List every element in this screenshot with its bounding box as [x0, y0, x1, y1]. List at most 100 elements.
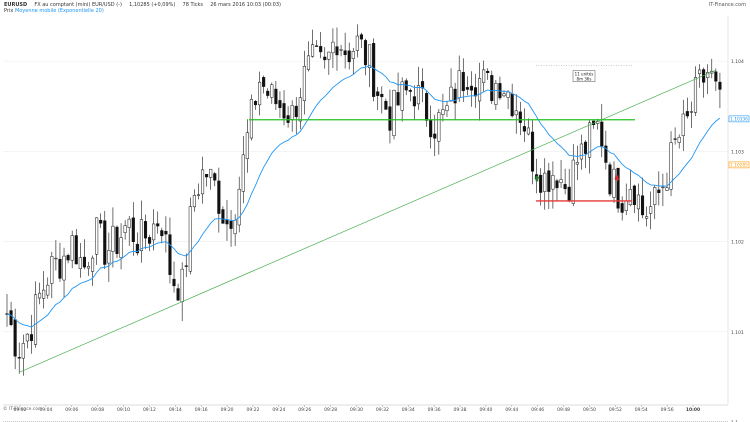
- candle-body: [604, 145, 608, 163]
- candle-body: [563, 184, 567, 190]
- x-tick-label: 09:44: [505, 407, 518, 413]
- indicator-prefix: Prix: [4, 8, 14, 14]
- candle-body: [323, 56, 327, 61]
- candle-body: [143, 221, 148, 239]
- candle-body: [217, 180, 221, 214]
- candle-body: [502, 93, 506, 97]
- candle-body: [70, 235, 74, 261]
- candles-group: [5, 24, 722, 376]
- candle-body: [396, 92, 400, 106]
- candle-body: [624, 200, 628, 211]
- candle-body: [241, 154, 245, 192]
- x-tick-label: 09:56: [661, 407, 674, 413]
- tooltip-text: 8m 36s: [577, 77, 592, 82]
- candle-body: [339, 49, 343, 51]
- candle-body: [673, 138, 677, 140]
- candle-body: [706, 72, 710, 78]
- candle-body: [539, 174, 543, 193]
- candle-body: [376, 91, 380, 96]
- x-tick-label: 09:12: [143, 407, 156, 413]
- candle-body: [400, 81, 404, 111]
- candle-body: [441, 109, 445, 115]
- candle-body: [681, 113, 685, 136]
- indicator-name[interactable]: Moyenne mobile (Exponentielle 20): [14, 8, 104, 14]
- x-tick-label: 09:26: [298, 407, 311, 413]
- candle-body: [278, 100, 282, 108]
- candle-body: [327, 51, 331, 60]
- candle-body: [62, 255, 66, 281]
- candle-body: [359, 34, 363, 40]
- candle-body: [29, 334, 33, 341]
- candle-body: [294, 105, 298, 118]
- ticks-label: 78 Ticks: [182, 2, 204, 8]
- candle-body: [152, 223, 156, 241]
- candle-body: [82, 256, 86, 268]
- candle-body: [490, 75, 494, 102]
- candle-body: [547, 170, 551, 192]
- candle-body: [123, 225, 127, 233]
- candle-body: [192, 195, 196, 208]
- candle-body: [661, 186, 665, 189]
- arrow-up-icon: [534, 175, 540, 182]
- candle-body: [298, 97, 302, 122]
- candle-body: [457, 70, 461, 99]
- datetime-label: 26 mars 2016 10:03 (00:03): [210, 2, 281, 8]
- candle-body: [453, 88, 457, 104]
- candle-body: [25, 333, 29, 342]
- x-tick-label: 09:20: [221, 407, 234, 413]
- candle-body: [693, 77, 698, 113]
- price-label: 1.10285: [730, 162, 748, 168]
- candle-body: [209, 168, 213, 178]
- candle-body: [335, 46, 339, 56]
- x-tick-label: 09:04: [39, 407, 52, 413]
- candle-body: [514, 110, 518, 116]
- y-tick-label: 1.1: [731, 420, 738, 422]
- candle-body: [290, 105, 294, 120]
- candle-body: [233, 219, 237, 235]
- candle-body: [188, 206, 192, 272]
- footer-brand: © IT-Finance.com: [3, 407, 43, 412]
- candle-body: [95, 217, 99, 255]
- x-tick-label: 09:14: [169, 407, 182, 413]
- candle-body: [315, 45, 319, 47]
- candle-body: [9, 310, 13, 325]
- candle-body: [176, 288, 180, 301]
- candle-body: [111, 225, 115, 252]
- candle-body: [148, 237, 152, 244]
- x-tick-label: 09:48: [557, 407, 570, 413]
- candle-body: [205, 174, 209, 178]
- x-tick-label: 09:10: [117, 407, 130, 413]
- candle-body: [530, 131, 535, 172]
- x-tick-label: 09:22: [246, 407, 259, 413]
- candle-body: [351, 51, 355, 59]
- candle-body: [270, 84, 274, 98]
- candle-body: [600, 121, 604, 147]
- x-tick-label: 09:30: [350, 407, 363, 413]
- candle-body: [286, 115, 290, 123]
- candle-body: [119, 237, 123, 258]
- candle-body: [249, 99, 253, 139]
- candle-body: [237, 188, 241, 226]
- candle-body: [306, 55, 311, 70]
- candle-body: [66, 255, 70, 261]
- candle-body: [608, 164, 612, 195]
- candle-body: [388, 106, 392, 131]
- candle-body: [461, 72, 465, 92]
- candle-body: [50, 256, 54, 284]
- candle-body: [412, 96, 416, 107]
- candle-body: [160, 230, 164, 237]
- candle-body: [107, 250, 111, 264]
- symbol-label: EURUSD: [4, 2, 28, 8]
- candle-body: [657, 189, 661, 193]
- candle-body: [103, 220, 107, 265]
- candle-body: [433, 133, 437, 139]
- x-tick-label: 09:40: [479, 407, 492, 413]
- candle-body: [347, 50, 351, 63]
- candle-body: [571, 159, 575, 204]
- candle-body: [363, 40, 368, 66]
- candle-body: [139, 219, 143, 251]
- candle-body: [718, 81, 722, 90]
- candle-body: [54, 257, 58, 260]
- candle-body: [229, 221, 233, 229]
